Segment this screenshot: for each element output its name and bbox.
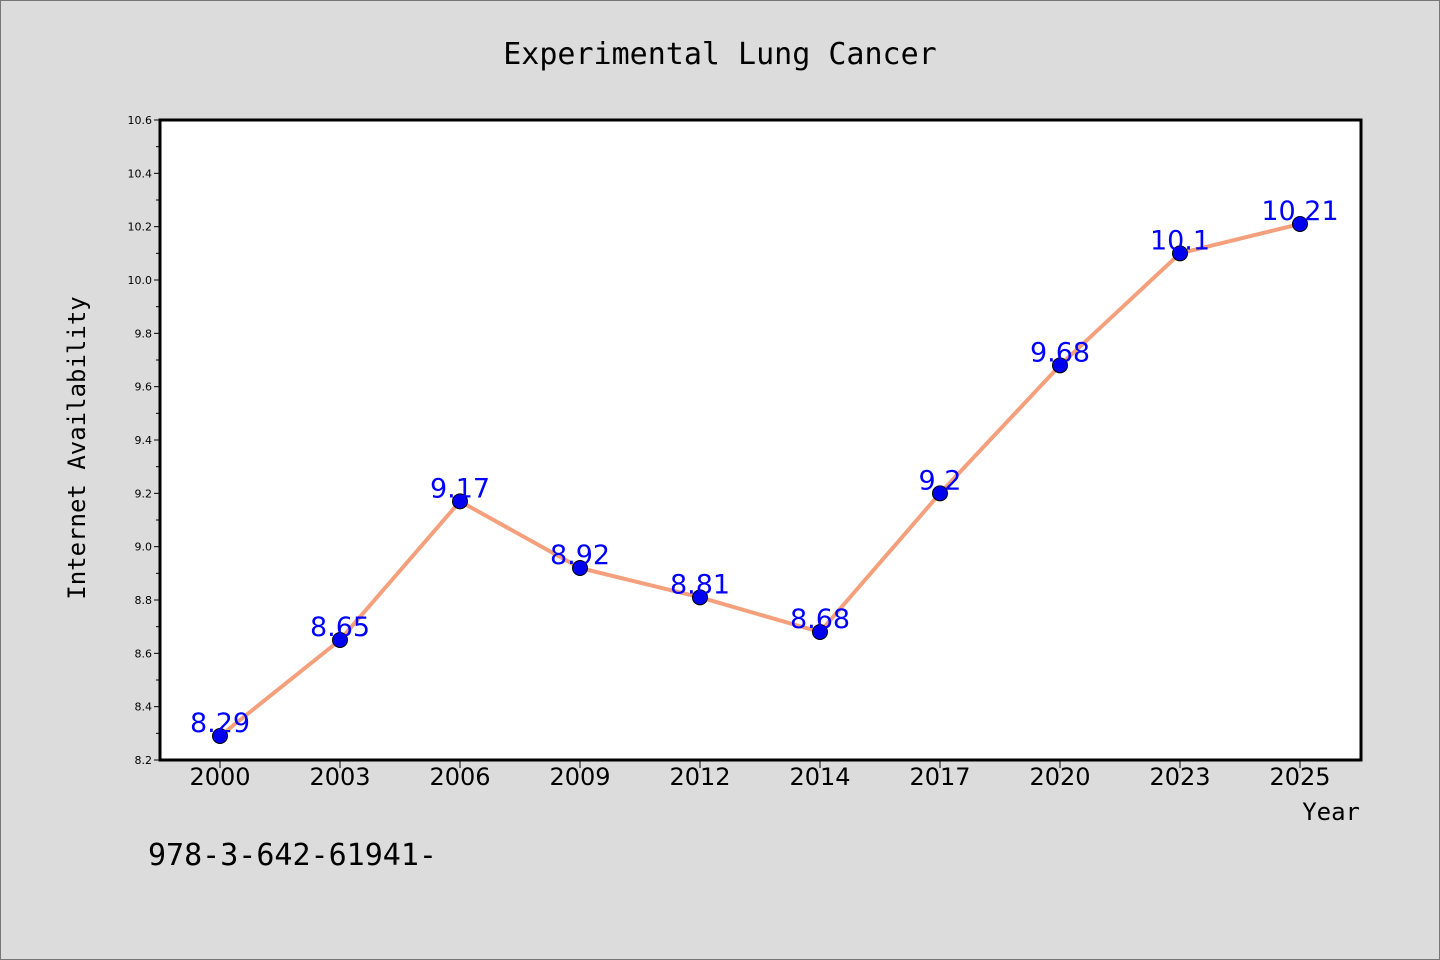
series-line xyxy=(218,222,1302,738)
data-point xyxy=(452,493,468,510)
y-tick-label: 9.2 xyxy=(135,487,153,500)
y-tick-label: 10.4 xyxy=(128,167,153,180)
x-tick-label: 2009 xyxy=(549,763,610,791)
data-label: 10.21 xyxy=(1261,196,1338,227)
y-axis-label: Internet Availability xyxy=(63,296,91,599)
data-label: 9.17 xyxy=(430,473,490,504)
data-point xyxy=(212,728,228,744)
y-tick-label: 9.8 xyxy=(135,327,153,340)
data-point xyxy=(332,632,348,648)
x-axis: 2000 2003 2006 2009 2012 2014 2017 2020 2023 2025 xyxy=(189,760,1331,791)
data-point xyxy=(932,485,948,502)
data-point xyxy=(812,624,828,640)
data-label: 8.92 xyxy=(550,540,610,571)
data-point xyxy=(1292,216,1308,232)
y-tick-label: 9.4 xyxy=(135,434,153,447)
data-label: 8.81 xyxy=(670,569,730,600)
y-axis: 8.2 8.4 8.6 8.8 9.0 9.2 9.4 9.6 9.8 10.0 10.2 10.4 1… xyxy=(128,114,160,767)
data-label: 9.2 xyxy=(919,465,962,496)
y-tick-label: 10.2 xyxy=(128,221,153,234)
y-tick-label: 10.0 xyxy=(128,274,153,287)
x-tick-label: 2025 xyxy=(1269,763,1330,791)
data-point xyxy=(1172,245,1188,262)
y-tick-label: 9.6 xyxy=(135,381,153,394)
data-label: 10.1 xyxy=(1150,225,1210,256)
data-label: 8.29 xyxy=(190,708,250,739)
chart-title: Experimental Lung Cancer xyxy=(503,37,936,72)
footer-text: 978-3-642-61941- xyxy=(148,838,437,873)
y-tick-label: 9.0 xyxy=(135,541,153,554)
y-tick-label: 8.2 xyxy=(135,754,153,767)
y-tick-label: 8.4 xyxy=(135,701,153,714)
data-label: 8.65 xyxy=(310,612,370,643)
data-point xyxy=(692,589,708,606)
data-label: 8.68 xyxy=(790,604,850,635)
y-tick-label: 8.6 xyxy=(135,647,153,660)
y-tick-label: 8.8 xyxy=(135,594,153,607)
x-tick-label: 2023 xyxy=(1149,763,1210,791)
plot-area xyxy=(158,118,1363,762)
x-tick-label: 2020 xyxy=(1029,763,1090,791)
x-tick-label: 2012 xyxy=(669,763,730,791)
series-layer: 8.29 8.65 9.17 8.92 8.81 8.68 9.2 9.68 10.1 10.21 xyxy=(190,196,1339,744)
x-tick-label: 2017 xyxy=(909,763,970,791)
x-tick-label: 2000 xyxy=(189,763,250,791)
data-point xyxy=(572,560,588,576)
x-axis-label: Year xyxy=(1302,798,1360,826)
y-tick-label: 10.6 xyxy=(128,114,153,127)
data-label: 9.68 xyxy=(1030,337,1090,368)
x-tick-label: 2014 xyxy=(789,763,850,791)
data-point xyxy=(1052,357,1068,374)
x-tick-label: 2003 xyxy=(309,763,370,791)
x-tick-label: 2006 xyxy=(429,763,490,791)
